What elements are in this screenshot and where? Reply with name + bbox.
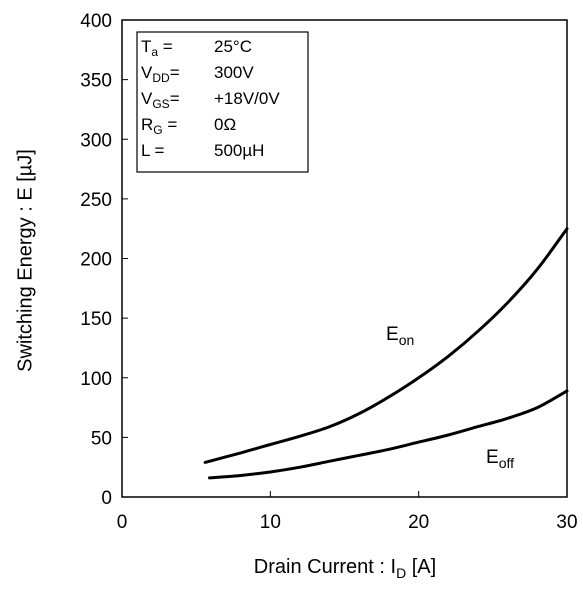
series-line-eon [203,227,569,464]
x-tick-label: 30 [556,512,577,533]
y-tick-label: 350 [80,71,112,92]
condition-eq: = [170,89,180,108]
y-axis-label: Switching Energy : E [µJ] [14,149,36,372]
condition-name: Ta = [141,37,173,59]
curve-label-eoff: Eoff [486,447,514,471]
curves [203,227,569,480]
curve-label-eon: Eon [386,324,414,348]
condition-name-main: V [141,63,153,82]
curve-label-bg [468,438,546,478]
y-tick-label: 200 [80,250,112,271]
x-axis-label: Drain Current : ID [A] [254,556,436,581]
y-tick-label: 150 [80,309,112,330]
y-tick-label: 50 [91,428,112,449]
condition-value: 25°C [214,37,252,56]
condition-name: VGS= [141,89,180,111]
condition-name-sub: a [151,45,158,59]
curve-label-sub: on [399,332,415,348]
condition-name-main: L = [141,141,165,160]
condition-name: VDD= [141,63,180,85]
conditions-frame [136,31,309,173]
curve-label-main: E [386,324,399,345]
condition-value: 500µH [214,141,264,160]
x-axis-ticks: 0 10 20 30 [117,491,578,533]
x-axis-label-main: Drain Current : I [254,556,396,578]
condition-name-sub: GS [152,97,169,111]
y-tick-label: 400 [80,11,112,32]
condition-name-sub: DD [152,71,170,85]
condition-eq: = [163,115,178,134]
condition-value: 300V [214,63,254,82]
curve-label-sub: off [499,455,514,471]
curve-label-main: E [486,447,499,468]
y-tick-label: 300 [80,130,112,151]
series-line-eoff [208,389,569,480]
condition-value: 0Ω [214,115,236,134]
x-axis-label-sub: D [396,565,406,581]
condition-name-main: R [141,115,153,134]
condition-name-sub: G [153,123,162,137]
y-tick-label: 0 [101,488,112,509]
condition-name: L = [141,141,165,160]
y-tick-label: 100 [80,369,112,390]
x-tick-label: 0 [117,512,128,533]
condition-value: +18V/0V [214,89,280,108]
x-axis-label-unit: [A] [406,556,436,578]
condition-eq: = [170,63,180,82]
condition-eq: = [158,37,173,56]
plot-frame [121,19,568,498]
curve-label-bg [363,318,429,356]
y-axis-ticks: 0 50 100 150 200 250 300 350 400 [80,11,128,509]
x-tick-label: 10 [260,512,281,533]
y-tick-label: 250 [80,190,112,211]
x-tick-label: 20 [408,512,429,533]
condition-name-main: V [141,89,153,108]
condition-name: RG = [141,115,177,137]
condition-name-main: T [141,37,151,56]
